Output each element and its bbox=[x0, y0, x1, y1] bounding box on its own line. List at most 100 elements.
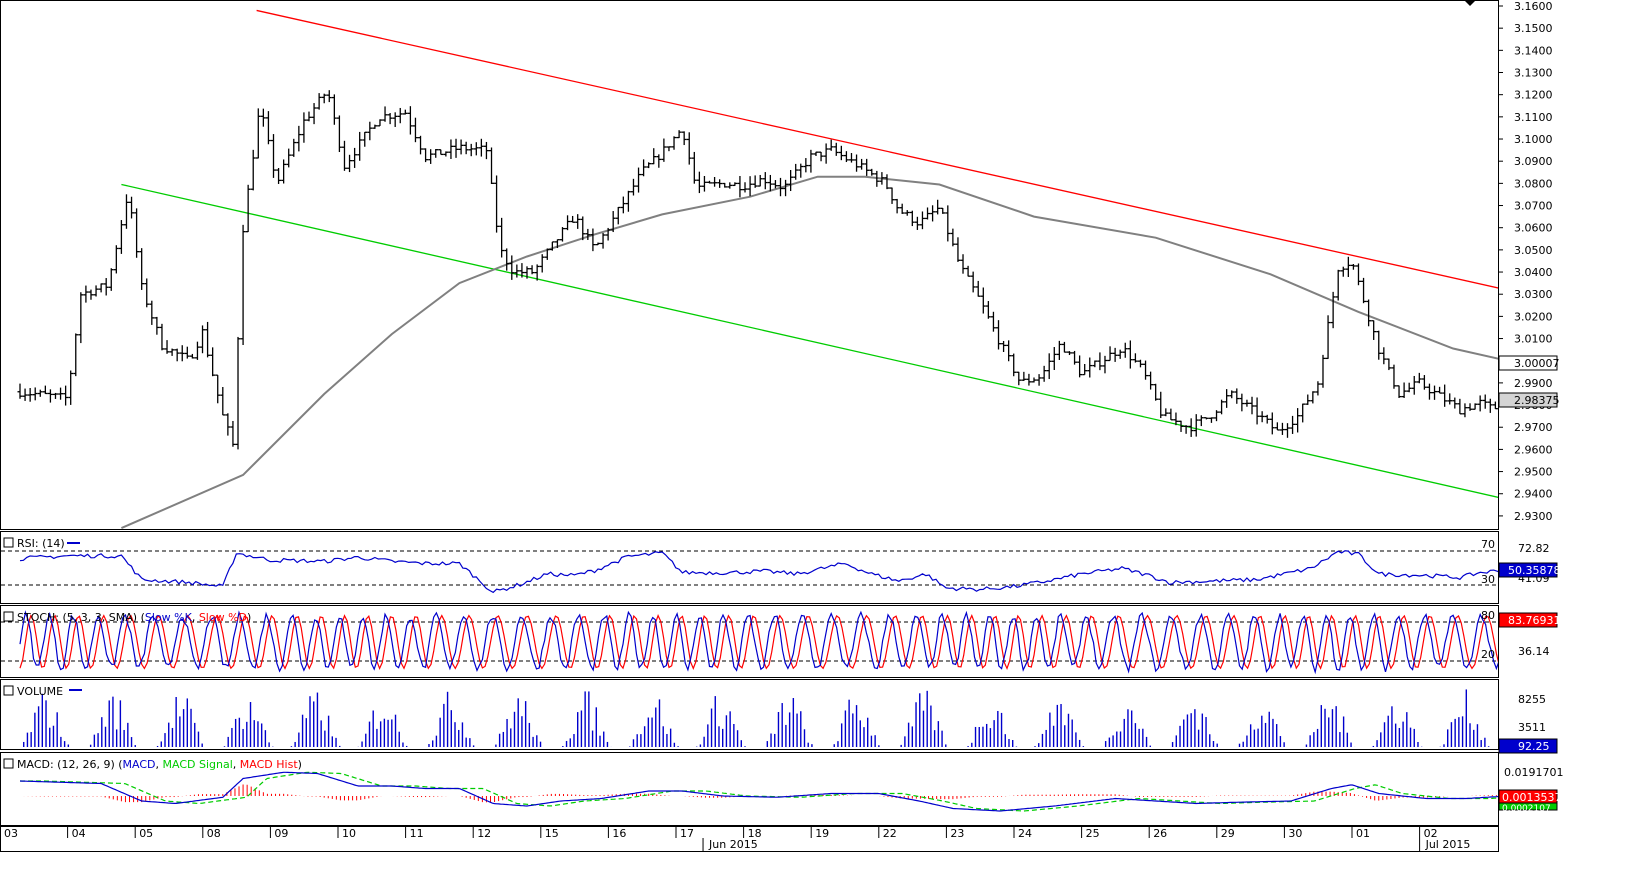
ohlc-bar bbox=[580, 216, 586, 241]
price-tick-label: 3.1100 bbox=[1514, 111, 1553, 124]
stoch-levels bbox=[1, 621, 1497, 662]
ohlc-bar bbox=[1061, 341, 1067, 353]
ohlc-bar bbox=[701, 176, 707, 192]
ohlc-bar bbox=[1219, 399, 1225, 415]
ohlc-bar bbox=[1178, 420, 1184, 432]
ohlc-bar bbox=[676, 130, 682, 139]
ohlc-bar bbox=[1107, 346, 1113, 362]
ohlc-bar bbox=[930, 205, 936, 222]
ohlc-bar bbox=[686, 132, 692, 165]
ohlc-bar bbox=[1173, 412, 1179, 426]
ohlc-bar bbox=[1492, 401, 1498, 410]
ohlc-bar bbox=[788, 169, 794, 192]
ohlc-bar bbox=[772, 180, 778, 189]
ohlc-bar bbox=[235, 336, 241, 450]
ohlc-bar bbox=[1112, 347, 1118, 362]
ohlc-bar bbox=[1092, 360, 1098, 368]
sma-line bbox=[120, 175, 1498, 529]
price-tick-label: 2.9300 bbox=[1514, 510, 1553, 523]
ohlc-bar bbox=[453, 138, 459, 158]
ohlc-bar bbox=[919, 211, 925, 230]
ohlc-bar bbox=[418, 135, 424, 155]
ohlc-bar bbox=[509, 255, 515, 280]
ohlc-bar bbox=[630, 178, 636, 196]
last-price-label: 2.98375 bbox=[1498, 392, 1560, 408]
price-tick-label: 3.0100 bbox=[1514, 333, 1553, 346]
ohlc-bar bbox=[240, 224, 246, 346]
ohlc-bar bbox=[1381, 347, 1387, 365]
volume-close-icon[interactable] bbox=[3, 685, 14, 696]
month-label: Jun 2015 bbox=[708, 838, 758, 851]
ohlc-bar bbox=[848, 153, 854, 163]
ohlc-bar bbox=[843, 151, 849, 163]
stoch-scale: 36.14 bbox=[1518, 645, 1550, 658]
ohlc-bar bbox=[179, 345, 185, 362]
ohlc-bar bbox=[103, 278, 109, 296]
ohlc-bar bbox=[940, 207, 946, 214]
ohlc-bar bbox=[448, 139, 454, 159]
ohlc-bar bbox=[808, 149, 814, 173]
price-tick-label: 3.0600 bbox=[1514, 222, 1553, 235]
ohlc-bar bbox=[205, 321, 211, 358]
ohlc-bar bbox=[727, 182, 733, 189]
ohlc-bar bbox=[98, 283, 104, 293]
stoch-close-icon[interactable] bbox=[3, 611, 14, 622]
price-tick-label: 3.0200 bbox=[1514, 310, 1553, 323]
ohlc-bar bbox=[793, 163, 799, 180]
ohlc-bar bbox=[210, 347, 216, 377]
ohlc-bar bbox=[1340, 266, 1346, 277]
ohlc-bar bbox=[823, 143, 829, 164]
price-tick-label: 2.9500 bbox=[1514, 466, 1553, 479]
rsi-levels bbox=[1, 550, 1497, 586]
ohlc-bar bbox=[1386, 358, 1392, 371]
ohlc-bar bbox=[869, 168, 875, 176]
date-tick-label: 19 bbox=[815, 827, 829, 840]
ohlc-bar bbox=[600, 233, 606, 249]
ohlc-bar bbox=[220, 387, 226, 416]
ohlc-bar bbox=[1143, 360, 1149, 380]
ohlc-bar bbox=[352, 147, 358, 168]
ohlc-bar bbox=[22, 388, 28, 401]
ohlc-bar bbox=[722, 182, 728, 188]
ohlc-bar bbox=[1117, 349, 1123, 359]
date-tick-label: 16 bbox=[612, 827, 626, 840]
ohlc-bar bbox=[1066, 351, 1072, 356]
ohlc-bar bbox=[483, 141, 489, 160]
macd-hist-bars bbox=[23, 784, 1497, 803]
ohlc-bar bbox=[1072, 350, 1078, 365]
ohlc-bar bbox=[357, 131, 363, 161]
ohlc-bar bbox=[93, 285, 99, 297]
ohlc-bar bbox=[286, 148, 292, 168]
price-tick-label: 3.0300 bbox=[1514, 288, 1553, 301]
ohlc-bar bbox=[767, 174, 773, 192]
ohlc-bar bbox=[707, 180, 713, 184]
volume-bars bbox=[23, 689, 1490, 747]
ohlc-bar bbox=[904, 210, 910, 216]
ohlc-bar bbox=[585, 228, 591, 240]
ohlc-bar bbox=[83, 285, 89, 303]
ohlc-bar bbox=[529, 265, 535, 275]
ohlc-bar bbox=[1214, 410, 1220, 422]
ohlc-bar bbox=[859, 158, 865, 170]
ohlc-bar bbox=[828, 139, 834, 151]
stoch-value: 83.76931 bbox=[1508, 614, 1561, 627]
ohlc-bar bbox=[200, 325, 206, 354]
ohlc-bar bbox=[1208, 417, 1214, 423]
volume-title: VOLUME bbox=[17, 685, 63, 698]
ohlc-bar bbox=[950, 228, 956, 247]
volume-panel: VOLUME 8255 3511 92.25 bbox=[3, 685, 1558, 754]
ohlc-bar bbox=[565, 215, 571, 231]
ohlc-bar bbox=[909, 210, 915, 227]
ohlc-bar bbox=[42, 385, 48, 395]
price-axis: 3.1600 3.1500 3.1400 3.1300 3.1200 3.1100 3.10… bbox=[1498, 0, 1553, 523]
rsi-close-icon[interactable] bbox=[3, 537, 14, 548]
ohlc-bar bbox=[1036, 374, 1042, 386]
ohlc-bar bbox=[539, 254, 545, 273]
date-tick-label: 05 bbox=[139, 827, 153, 840]
ohlc-bar bbox=[874, 170, 880, 187]
ohlc-bar bbox=[975, 280, 981, 297]
stoch-panel: STOCH: (5, 3, 3, SMA) (Slow %K, Slow %D)… bbox=[1, 609, 1561, 675]
ohlc-bar bbox=[296, 125, 302, 152]
ohlc-bar bbox=[605, 227, 611, 241]
macd-close-icon[interactable] bbox=[3, 758, 14, 769]
